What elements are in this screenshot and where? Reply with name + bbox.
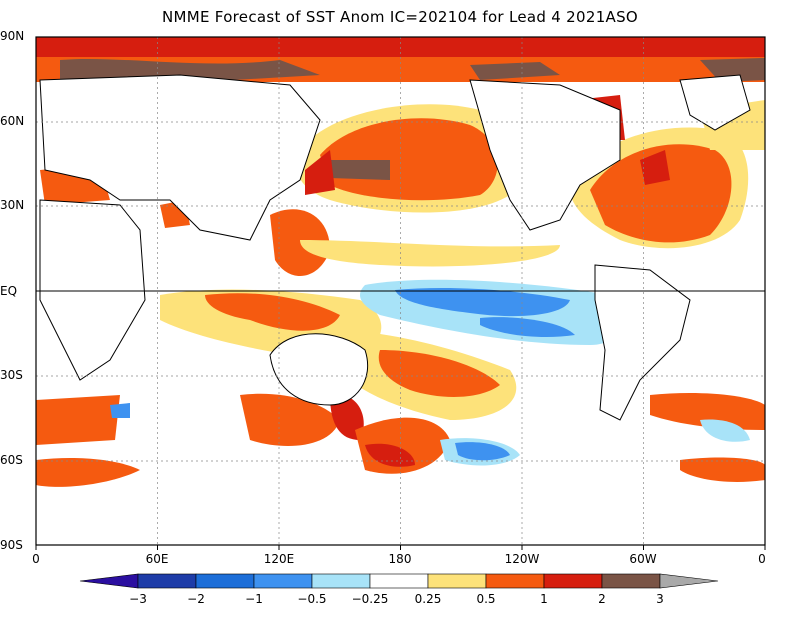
lat-label-60n: 60N — [0, 114, 25, 128]
cold-tongue-mid-2 — [480, 317, 575, 337]
colorbar-extend-low — [79, 573, 139, 589]
lon-label-180: 180 — [388, 552, 412, 566]
southern-atlantic-orange — [36, 395, 120, 445]
colorbar-swatch — [427, 573, 487, 589]
colorbar-tick-label: −2 — [187, 592, 205, 606]
colorbar-tick-label: −0.25 — [351, 592, 389, 606]
australia-outline — [269, 333, 369, 406]
southern-ocean-orange-1 — [36, 458, 140, 487]
colorbar-swatch — [311, 573, 371, 589]
north-atlantic-orange — [590, 144, 732, 243]
lon-label-120e: 120E — [263, 552, 295, 566]
north-pacific-orange — [320, 118, 498, 201]
south-atlantic-cold-light — [700, 419, 750, 442]
colorbar-swatch — [369, 573, 429, 589]
eurasia-outline — [39, 74, 321, 241]
colorbar-tick-label: −1 — [245, 592, 263, 606]
colorbar-tick-label: 0.5 — [476, 592, 496, 606]
colorbar-swatch — [137, 573, 197, 589]
colorbar-swatch — [601, 573, 661, 589]
colorbar-tick-label: 2 — [598, 592, 606, 606]
colorbar-swatch — [195, 573, 255, 589]
philippine-orange — [270, 209, 330, 277]
continent-outlines — [39, 74, 751, 421]
gridlines — [36, 37, 765, 545]
colorbar-swatch — [485, 573, 545, 589]
lat-label-30s: 30S — [0, 368, 23, 382]
lon-label-60w: 60W — [629, 552, 657, 566]
lat-label-30n: 30N — [0, 198, 25, 212]
lat-label-90n: 90N — [0, 29, 25, 43]
lon-label-120w: 120W — [504, 552, 540, 566]
colorbar-tick-label: −0.5 — [297, 592, 327, 606]
colorbar-extend-high — [659, 573, 719, 589]
lat-label-90s: 90S — [0, 538, 23, 552]
southern-ocean-orange-2 — [680, 457, 765, 482]
north-america-outline — [469, 79, 621, 231]
colorbar-swatch — [543, 573, 603, 589]
colorbar-tick-label: 0.25 — [414, 592, 442, 606]
south-pacific-orange — [378, 350, 500, 397]
lat-label-60s: 60S — [0, 453, 23, 467]
map-title: NMME Forecast of SST Anom IC=202104 for … — [161, 8, 639, 26]
africa-outline — [39, 199, 146, 381]
maritime-orange — [205, 293, 340, 331]
arctic-brown-patch-3 — [700, 58, 765, 82]
arctic-brown-patch-2 — [470, 62, 560, 80]
colorbar-tick-label: 3 — [656, 592, 664, 606]
north-atlantic-red — [640, 150, 670, 185]
lon-label-60e: 60E — [145, 552, 169, 566]
tick-marks — [35, 545, 766, 550]
south-atlantic-cold-spot — [110, 403, 130, 418]
japan-red — [305, 150, 335, 195]
arctic-brown-patch-1 — [60, 58, 320, 82]
lat-label-eq: EQ — [0, 284, 18, 298]
colorbar — [79, 573, 719, 589]
lon-label-0: 0 — [32, 552, 40, 566]
south-america-outline — [594, 264, 691, 421]
north-equatorial-yellow — [300, 240, 560, 267]
colorbar-tick-label: −3 — [129, 592, 147, 606]
north-pacific-brown — [330, 160, 390, 180]
cold-tongue-mid — [395, 288, 570, 317]
south-pacific-cold-mid — [455, 442, 510, 461]
south-indian-orange — [240, 393, 340, 446]
lon-label-0-right: 0 — [758, 552, 766, 566]
south-atlantic-east-orange — [650, 393, 765, 430]
south-indian-red — [330, 394, 364, 440]
antarctica-land — [36, 485, 765, 545]
greenland-outline — [679, 74, 751, 131]
colorbar-tick-label: 1 — [540, 592, 548, 606]
colorbar-swatch — [253, 573, 313, 589]
